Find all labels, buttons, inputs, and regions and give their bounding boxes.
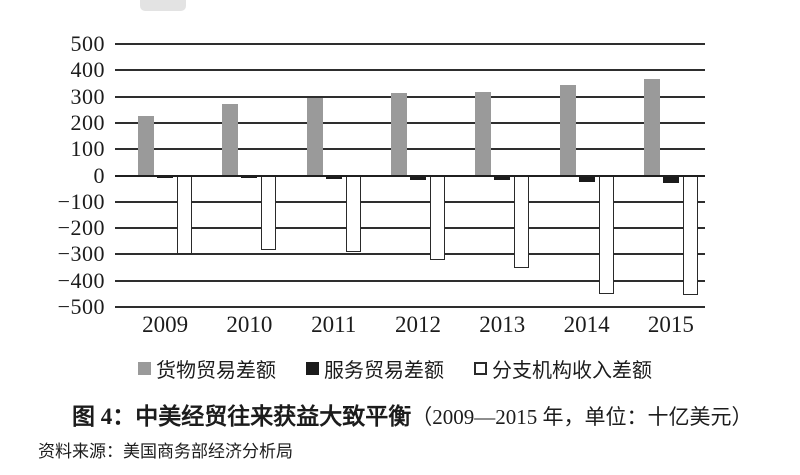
- bar-2009-分支机构收入差额: [177, 175, 193, 255]
- bar-2011-货物贸易差额: [306, 97, 323, 176]
- bar-2010-分支机构收入差额: [261, 175, 277, 251]
- legend-item-分支机构收入差额: 分支机构收入差额: [474, 354, 652, 383]
- x-tick-label-2013: 2013: [479, 312, 526, 337]
- bar-2011-分支机构收入差额: [345, 175, 361, 252]
- caption-subtitle: （2009—2015 年，单位：十亿美元）: [411, 405, 753, 429]
- gridline-300: [115, 95, 705, 98]
- bar-2012-服务贸易差额: [410, 175, 426, 180]
- y-tick-label-500: 500: [70, 31, 105, 56]
- gridline--400: [115, 279, 705, 282]
- bar-2011-服务贸易差额: [325, 175, 342, 179]
- plot-area: 500 400 300 200 100 0 −100 −200 −300 −400 −500 2009…: [58, 31, 705, 337]
- bar-2015-货物贸易差额: [643, 78, 660, 176]
- legend-item-服务贸易差额: 服务贸易差额: [306, 354, 444, 383]
- bar-2012-分支机构收入差额: [430, 175, 445, 260]
- bar-2015-分支机构收入差额: [682, 175, 698, 296]
- bar-2009-货物贸易差额: [138, 115, 155, 176]
- y-tick-label-200: 200: [70, 109, 105, 135]
- bar-2014-货物贸易差额: [559, 85, 576, 176]
- gridline-100: [115, 148, 705, 151]
- bar-2013-分支机构收入差额: [514, 175, 530, 268]
- caption-number: 图 4：: [72, 404, 136, 429]
- gridline--100: [115, 200, 705, 203]
- bar-2014-服务贸易差额: [578, 175, 595, 183]
- gridline-200: [115, 121, 705, 124]
- x-tick-label-2012: 2012: [395, 312, 441, 337]
- figure-caption: 图 4：中美经贸往来获益大致平衡（2009—2015 年，单位：十亿美元）: [72, 397, 753, 431]
- legend-label-分支机构收入差额: 分支机构收入差额: [492, 360, 652, 382]
- x-tick-label-2009: 2009: [142, 312, 189, 337]
- y-tick-label--200: −200: [57, 215, 105, 241]
- y-tick-label--400: −400: [57, 267, 105, 293]
- bar-2010-货物贸易差额: [222, 103, 239, 176]
- bar-2015-服务贸易差额: [662, 175, 679, 184]
- x-tick-label-2010: 2010: [226, 312, 273, 337]
- gridline--300: [115, 253, 705, 256]
- scan-artifact: [140, 0, 186, 11]
- x-tick-label-2015: 2015: [647, 312, 694, 337]
- gridline-500: [115, 43, 705, 45]
- bar-2013-货物贸易差额: [475, 91, 492, 176]
- x-tick-label-2014: 2014: [563, 312, 610, 337]
- zero-axis-line: [115, 174, 705, 177]
- y-tick-label-100: 100: [70, 136, 105, 162]
- gridline-400: [115, 69, 705, 72]
- legend-item-货物贸易差额: 货物贸易差额: [138, 354, 276, 383]
- gridline--200: [115, 227, 705, 230]
- x-tick-label-2011: 2011: [311, 312, 357, 337]
- gridline--500: [115, 306, 705, 308]
- legend-label-货物贸易差额: 货物贸易差额: [156, 360, 276, 382]
- legend: 货物贸易差额 服务贸易差额 分支机构收入差额: [138, 354, 682, 383]
- y-tick-label-300: 300: [70, 83, 105, 109]
- bar-2012-货物贸易差额: [391, 92, 407, 176]
- y-tick-label-400: 400: [70, 57, 105, 83]
- source-note: 资料来源：美国商务部经济分析局: [38, 442, 293, 461]
- caption-title: 中美经贸往来获益大致平衡: [135, 404, 412, 429]
- y-tick-label--100: −100: [57, 188, 105, 214]
- legend-swatch-服务贸易差额: [306, 362, 319, 375]
- legend-swatch-分支机构收入差额: [474, 362, 487, 375]
- y-tick-label-0: 0: [93, 162, 105, 188]
- legend-label-服务贸易差额: 服务贸易差额: [324, 360, 444, 382]
- legend-swatch-货物贸易差额: [138, 362, 151, 375]
- bar-2013-服务贸易差额: [494, 175, 511, 181]
- y-tick-label--300: −300: [57, 241, 105, 267]
- bar-2014-分支机构收入差额: [598, 175, 614, 294]
- y-tick-label--500: −500: [57, 294, 105, 319]
